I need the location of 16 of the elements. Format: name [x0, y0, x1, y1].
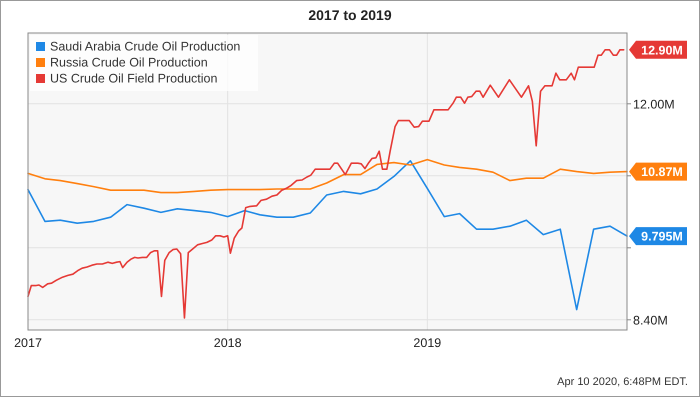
line-series — [27, 49, 625, 319]
line-series — [27, 158, 628, 194]
y-tick-label: 8.40M — [633, 313, 668, 328]
y-tick-label: 12.00M — [633, 97, 675, 112]
legend-label: Saudi Arabia Crude Oil Production — [50, 40, 240, 54]
line-series — [27, 160, 628, 310]
annotation: 12.90M — [641, 43, 683, 58]
text: Apr 10 2020, 6:48PM EDT. — [557, 376, 688, 388]
chart-title: 2017 to 2019 — [308, 7, 392, 23]
annotation: 10.87M — [641, 165, 683, 180]
x-tick-label: 2017 — [14, 336, 42, 350]
x-tick-label: 2018 — [214, 336, 242, 350]
x-tick-label: 2019 — [413, 336, 442, 350]
annotation: 9.795M — [641, 230, 683, 244]
legend-label: Russia Crude Oil Production — [50, 56, 208, 70]
legend-label: US Crude Oil Field Production — [50, 72, 218, 86]
